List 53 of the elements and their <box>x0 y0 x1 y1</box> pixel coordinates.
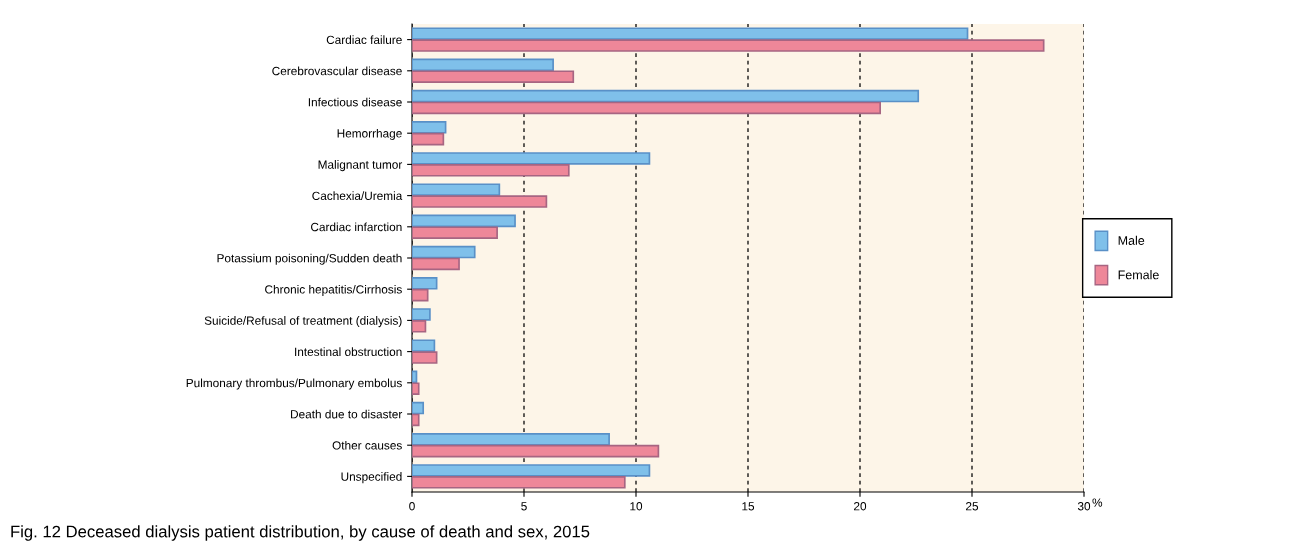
text: Fig. 12 Deceased dialysis patient distribution, by cause of death and sex, 2015 <box>11 525 590 541</box>
bar <box>412 101 881 115</box>
bar <box>412 132 445 146</box>
y-tick-label: Suicide/Refusal of treatment (dialysis) <box>204 316 402 328</box>
y-tick-label: Pulmonary thrombus/Pulmonary embolus <box>186 378 402 390</box>
bar <box>412 413 420 427</box>
bar <box>412 401 425 415</box>
x-tick-label: 15 <box>742 502 755 511</box>
x-tick-label: 20 <box>854 502 867 511</box>
y-tick-label: Hemorrhage <box>337 128 402 140</box>
bar <box>412 183 501 196</box>
bar <box>412 444 660 458</box>
y-tick-label: Unspecified <box>341 472 402 484</box>
bar <box>412 89 920 103</box>
y-tick-label: Cerebrovascular disease <box>272 66 402 76</box>
x-axis-title: % <box>1092 498 1103 507</box>
bar <box>412 27 969 40</box>
bar <box>412 351 438 364</box>
bar <box>412 39 1045 52</box>
bar <box>412 476 626 489</box>
x-tick-label: 5 <box>521 502 527 511</box>
x-tick-label: 0 <box>409 502 415 511</box>
bar <box>412 288 429 302</box>
bar <box>412 70 575 84</box>
bar <box>412 308 431 321</box>
y-tick-label: Cachexia/Uremia <box>312 191 403 200</box>
y-tick-label: Potassium poisoning/Sudden death <box>217 253 402 265</box>
y-tick-label: Death due to disaster <box>291 409 403 419</box>
bar <box>412 195 548 208</box>
bar <box>412 120 447 134</box>
y-tick-label: Infectious disease <box>308 97 402 107</box>
bar <box>412 339 436 352</box>
y-tick-label: Malignant tumor <box>318 160 403 172</box>
legend-label: Female <box>1118 270 1159 280</box>
bar <box>412 257 460 271</box>
y-tick-label: Chronic hepatitis/Cirrhosis <box>265 284 402 296</box>
x-tick-label: 10 <box>630 502 643 511</box>
y-tick-label: Cardiac infarction <box>311 222 402 232</box>
bar <box>412 276 438 290</box>
bar <box>412 464 651 477</box>
x-tick-label: 25 <box>966 502 979 511</box>
y-tick-label: Cardiac failure <box>326 35 402 44</box>
x-tick-label: 30 <box>1077 502 1091 511</box>
bar <box>412 382 420 396</box>
bar <box>412 245 476 259</box>
bar <box>412 164 570 177</box>
bar <box>412 226 498 240</box>
y-tick-label: Other causes <box>332 440 402 450</box>
y-tick-label: Intestinal obstruction <box>295 347 402 356</box>
legend-label: Male <box>1118 235 1145 245</box>
bar <box>412 152 651 165</box>
bar <box>412 432 610 446</box>
bar <box>412 320 427 333</box>
